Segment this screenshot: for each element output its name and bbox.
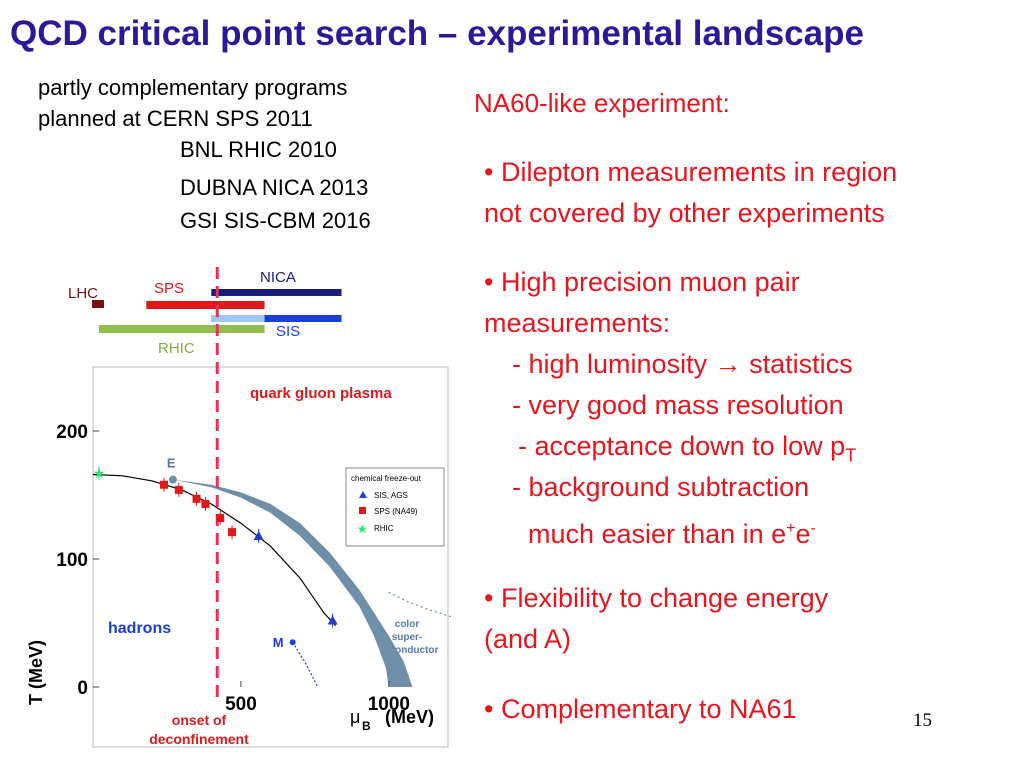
plot-frame: [92, 366, 449, 748]
point-e-label: E: [167, 456, 176, 471]
exp-bar-sis-light: [211, 315, 265, 322]
bullet-muon-2: measurements:: [484, 308, 671, 338]
legend-label-rhic: RHIC: [374, 524, 394, 533]
na60-heading: NA60-like experiment:: [474, 88, 730, 118]
program-nica: DUBNA NICA 2013: [180, 175, 369, 200]
exp-label-nica: NICA: [260, 269, 296, 286]
marker-square-1-3: [201, 499, 210, 508]
exp-bar-sis: [211, 315, 342, 322]
x-tick-label: 500: [225, 694, 257, 715]
exp-bar-sps: [146, 301, 265, 309]
phase-diagram-chart: LHC SPS NICA SIS RHIC quark gluon plasma…: [26, 267, 452, 748]
bullet-muon-1: • High precision muon pair: [484, 267, 800, 297]
region-cs-label-1: color: [395, 619, 420, 630]
marker-triangle-0-1: [327, 615, 338, 625]
legend-marker-sis-ags: [359, 491, 367, 498]
y-tick-label: 100: [56, 550, 88, 571]
y-axis-label: T (MeV): [26, 640, 46, 705]
point-m-label: M: [273, 635, 284, 650]
sub-luminosity: - high luminosity → statistics: [512, 349, 853, 379]
region-hadrons-label: hadrons: [108, 620, 171, 637]
m-line: [292, 641, 319, 688]
marker-square-1-4: [216, 514, 225, 523]
page-number: 15: [913, 710, 932, 731]
legend-title: chemical freeze-out: [351, 474, 422, 483]
x-axis-unit: (MeV): [385, 707, 434, 727]
point-m: [289, 639, 296, 646]
exp-bar-lhc: [92, 300, 104, 308]
sub-mass: - very good mass resolution: [512, 390, 844, 420]
bullet-flexibility-1: • Flexibility to change energy: [484, 583, 829, 613]
sub-easier: much easier than in e+e-: [528, 519, 816, 549]
bullet-complementary: • Complementary to NA61: [484, 694, 797, 724]
marker-square-1-5: [228, 528, 237, 537]
bullet-flexibility-2: (and A): [484, 624, 572, 654]
pt-subscript: T: [845, 445, 857, 466]
bullet-dilepton-2: not covered by other experiments: [484, 198, 885, 228]
marker-square-1-2: [192, 494, 201, 503]
dotted-extension: [388, 591, 452, 618]
region-qgp-label: quark gluon plasma: [250, 385, 392, 402]
sub-acceptance: - acceptance down to low pT: [518, 431, 857, 466]
programs-intro: partly complementary programs: [38, 75, 348, 100]
region-cs-label-2: super-: [392, 632, 423, 643]
exp-label-sis: SIS: [276, 323, 300, 340]
legend-label-sis-ags: SIS, AGS: [374, 491, 408, 500]
y-tick-label: 0: [77, 678, 88, 699]
program-rhic: BNL RHIC 2010: [180, 137, 337, 162]
legend-marker-sps: [359, 507, 366, 514]
onset-label-1: onset of: [172, 712, 227, 728]
exp-bar-rhic: [98, 325, 265, 333]
legend-marker-rhic: ★: [357, 522, 368, 536]
x-axis-sub: B: [362, 719, 371, 733]
crossover-band: [172, 479, 413, 687]
marker-triangle-0-0: [253, 530, 264, 540]
legend-label-sps: SPS (NA49): [374, 507, 418, 516]
marker-square-1-0: [160, 480, 168, 489]
slide-title: QCD critical point search – experimental…: [10, 14, 864, 53]
x-axis-mu: μ: [350, 707, 360, 727]
bullet-dilepton-1: • Dilepton measurements in region: [484, 157, 898, 187]
exp-label-sps: SPS: [154, 280, 184, 297]
onset-label-2: deconfinement: [149, 731, 249, 747]
program-sps: planned at CERN SPS 2011: [38, 106, 313, 131]
experiment-ranges: LHC SPS NICA SIS RHIC: [68, 269, 342, 357]
region-cs-label-3: conductor: [390, 645, 439, 656]
marker-star-2-0: ★: [93, 465, 106, 481]
x-tick-label: 1000: [368, 694, 410, 715]
exp-label-rhic: RHIC: [158, 340, 195, 357]
critical-point-e: [168, 475, 177, 484]
exp-label-lhc: LHC: [68, 285, 98, 302]
y-tick-label: 200: [56, 422, 88, 443]
marker-square-1-1: [174, 485, 183, 494]
sub-background: - background subtraction: [512, 472, 810, 502]
program-sis: GSI SIS-CBM 2016: [180, 208, 371, 233]
freezeout-curve: [92, 473, 337, 627]
exp-bar-nica: [211, 289, 342, 296]
